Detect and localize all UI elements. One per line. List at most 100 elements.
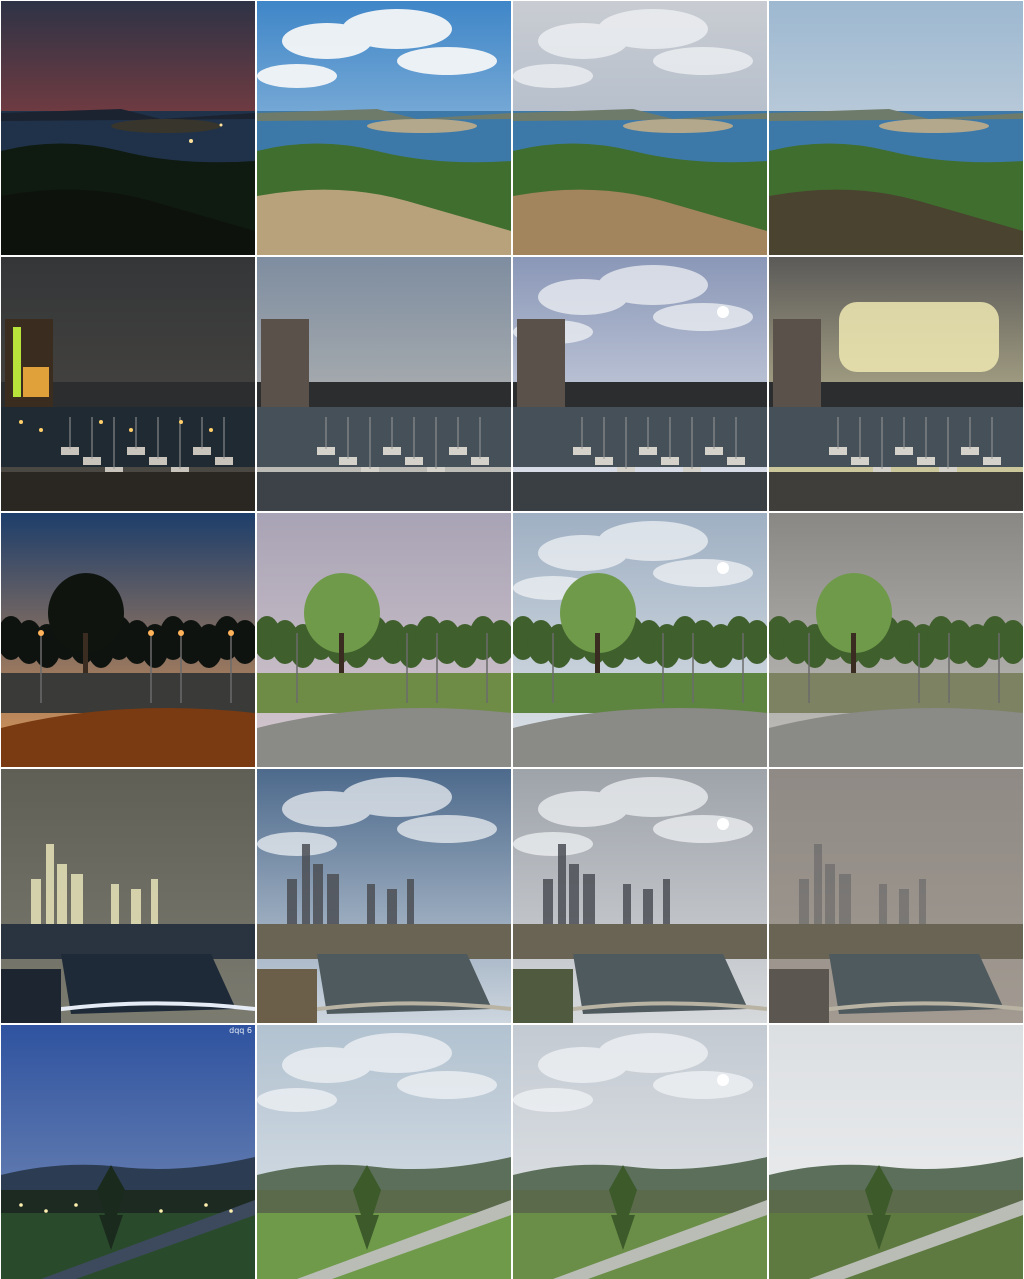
conifer-tree [609,1165,637,1250]
quay [769,472,1023,511]
river-basin [573,954,748,1014]
clouds [257,777,497,856]
road [41,1200,255,1279]
sun [717,306,729,318]
harbor-water [257,407,511,467]
shore-light [189,139,193,143]
skyline [31,844,158,929]
clouds [257,1033,497,1112]
river-basin [317,954,492,1014]
city-blocks [1,924,255,959]
tile-coastal-overlook-overcast [513,1,767,255]
boats [573,417,745,475]
harbor-water [513,407,767,467]
skyline [799,844,926,929]
foreground-bank [257,969,317,1023]
scene-image [257,769,511,1023]
field [1,673,255,713]
foreground-bank [1,969,61,1023]
tile-hillside-road-overcast [257,1025,511,1279]
scene-image [513,1025,767,1279]
tile-coastal-overlook-night [1,1,255,255]
tile-city-skyline-river-day [257,769,511,1023]
scene-image [513,257,767,511]
scene-image [769,513,1023,767]
far-shore [1,109,255,121]
island [111,119,221,133]
tile-harbor-marina-storm [769,257,1023,511]
tile-harbor-marina-cloudy [513,257,767,511]
boats [61,417,233,475]
sandy-ground [513,189,767,255]
tile-city-skyline-river-fog-day [769,769,1023,1023]
distant-hills [769,1157,1023,1195]
conifer-tree [353,1165,381,1250]
island [879,119,989,133]
scene-image [1,257,255,511]
tile-coastal-overlook-sunny [257,1,511,255]
clouds [513,1033,753,1112]
tile-city-skyline-river-cloudy [513,769,767,1023]
conifer-tree [97,1165,125,1250]
tile-city-skyline-river-fog-night [1,769,255,1023]
village [513,1190,767,1215]
sun [717,1074,729,1086]
quay [1,472,255,511]
road [297,1200,511,1279]
scene-image [257,1,511,255]
large-tree [816,573,892,653]
sandy-ground [257,189,511,255]
tile-park-field-night [1,513,255,767]
tile-hillside-road-blue-hour: dqq 6 [1,1025,255,1279]
far-shore [769,109,1023,121]
sandy-ground [769,189,1023,255]
scene-image [257,257,511,511]
scene-image [257,1025,511,1279]
distant-hills [513,1157,767,1195]
tower-building [517,319,565,409]
scene-image [1,513,255,767]
scene-image [513,769,767,1023]
path [769,708,1023,767]
scene-image [769,257,1023,511]
sun [717,818,729,830]
skyline [543,844,670,929]
road [809,1200,1023,1279]
scene-image [769,1025,1023,1279]
scene-image [1,1,255,255]
distant-hills [257,1157,511,1195]
quay [257,472,511,511]
harbor-water [769,407,1023,467]
scene-image [1,769,255,1023]
tile-hillside-road-cloudy [513,1025,767,1279]
path [1,708,255,767]
tile-park-field-pastel [257,513,511,767]
field [769,673,1023,713]
tile-harbor-marina-dusk [257,257,511,511]
large-tree [48,573,124,653]
scene-image [513,513,767,767]
harbor-water [1,407,255,467]
quay [513,472,767,511]
tile-hillside-road-white-sky [769,1025,1023,1279]
distant-hills [1,1157,255,1195]
bright-sky-patch [839,302,999,372]
boats [317,417,489,475]
sandy-ground [1,189,255,255]
river-basin [61,954,236,1014]
field [513,673,767,713]
path [257,708,511,767]
large-tree [560,573,636,653]
scene-image [769,1,1023,255]
foreground-bank [513,969,573,1023]
tile-park-field-winter [769,513,1023,767]
city-blocks [513,924,767,959]
city-blocks [769,924,1023,959]
tile-harbor-marina-night [1,257,255,511]
clouds [257,9,497,88]
village [1,1190,255,1215]
sun [717,562,729,574]
boats [829,417,1001,475]
conifer-tree [865,1165,893,1250]
